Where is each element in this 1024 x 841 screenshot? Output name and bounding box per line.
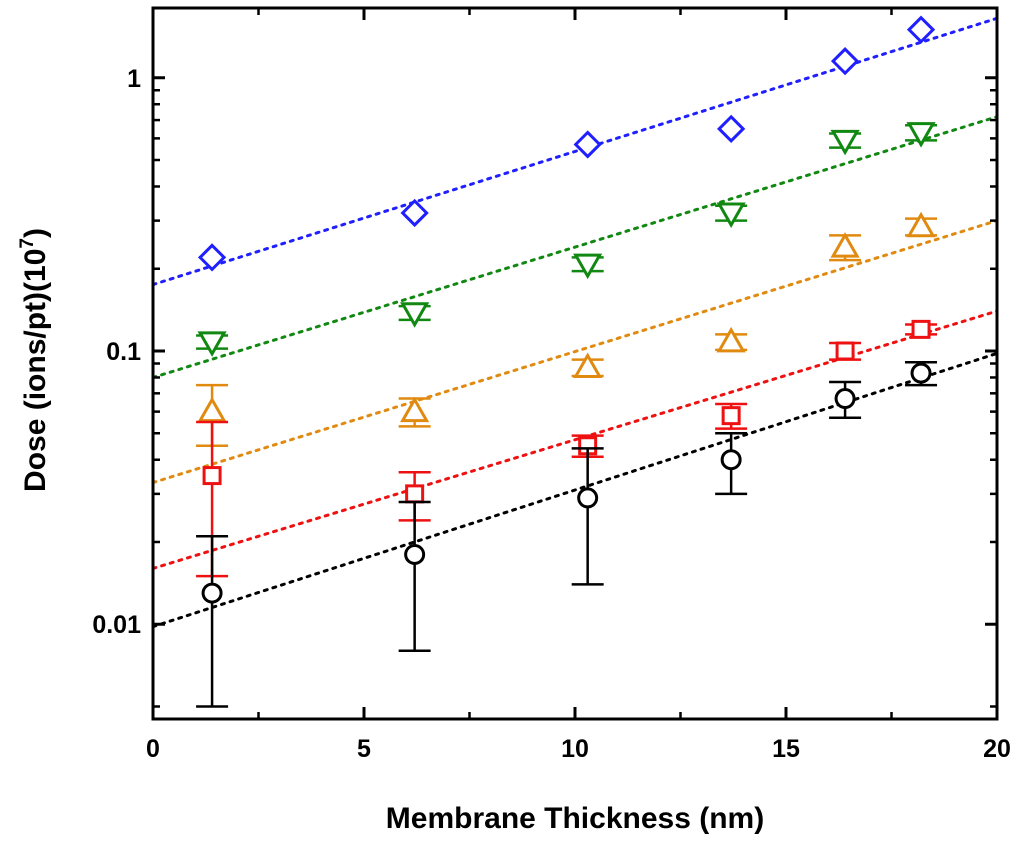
data-point <box>906 122 936 148</box>
y-tick-label: 1 <box>127 65 141 93</box>
fit-line <box>151 16 999 287</box>
data-point <box>906 211 936 238</box>
fit-line <box>151 309 999 570</box>
y-tick-label: 0.01 <box>92 611 141 639</box>
data-point <box>400 396 430 423</box>
data-point <box>716 202 746 228</box>
data-point <box>911 319 931 339</box>
data-point <box>573 253 603 280</box>
y-axis-title: Dose (ions/pt)(107) <box>17 228 52 492</box>
y-axis-title-superscript: 7 <box>17 238 38 249</box>
data-point <box>717 114 746 143</box>
data-point <box>830 129 860 156</box>
plot-frame <box>151 6 999 721</box>
data-point <box>573 352 603 379</box>
data-point <box>201 582 223 604</box>
x-tick-label: 20 <box>983 735 1011 763</box>
series-circle <box>151 351 999 708</box>
data-point <box>834 388 856 410</box>
data-point <box>197 243 227 272</box>
data-point <box>197 331 227 357</box>
data-point <box>202 466 222 486</box>
series-triangle-up <box>151 211 999 485</box>
data-point <box>910 362 932 384</box>
data-point <box>830 47 860 76</box>
fit-line <box>151 219 999 485</box>
data-point <box>716 326 746 353</box>
x-tick-label: 10 <box>561 735 589 763</box>
data-point <box>400 198 429 228</box>
ticks: 0 5 10 15 20 0.01 0.1 1 <box>92 8 1011 763</box>
data-point <box>906 15 936 44</box>
y-axis-title-close: ) <box>19 228 52 238</box>
fit-line <box>151 115 999 379</box>
data-point <box>400 302 430 328</box>
data-point <box>835 341 855 361</box>
data-point <box>197 396 227 423</box>
data-point <box>830 232 860 258</box>
data-point <box>721 406 741 426</box>
x-tick-label: 5 <box>357 735 371 763</box>
fit-line <box>151 351 999 629</box>
data-point <box>573 130 602 159</box>
series-diamond <box>151 15 999 287</box>
series-triangle-down <box>151 115 999 379</box>
data-point <box>404 543 426 565</box>
x-tick-label: 15 <box>772 735 800 763</box>
data-point <box>577 487 599 509</box>
data-point <box>720 449 742 471</box>
y-tick-label: 0.1 <box>106 338 141 366</box>
axes <box>151 6 999 721</box>
x-axis-title: Membrane Thickness (nm) <box>386 802 764 835</box>
plot-area <box>151 15 999 708</box>
x-tick-label: 0 <box>146 735 160 763</box>
data-point <box>405 484 425 504</box>
y-axis-title-main: Dose (ions/pt)(10 <box>19 249 52 492</box>
